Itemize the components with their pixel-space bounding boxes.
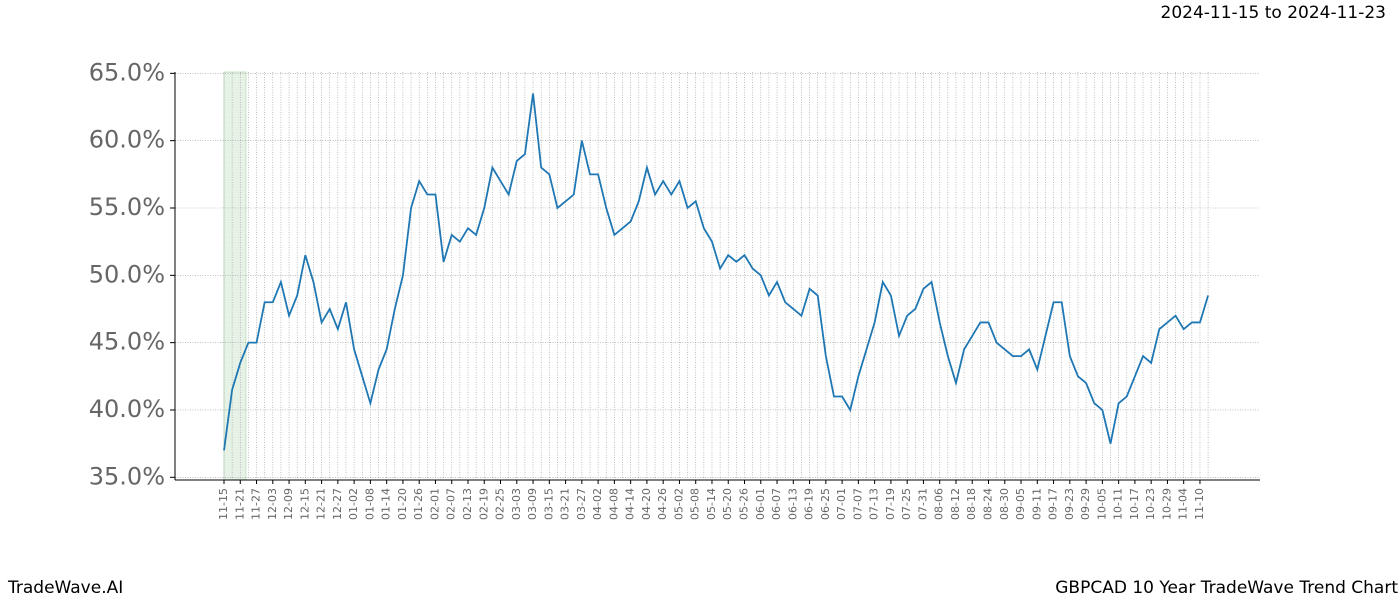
x-tick-label: 03-03 — [510, 488, 523, 520]
x-tick-label: 07-19 — [884, 488, 897, 520]
x-tick-label: 04-08 — [607, 488, 620, 520]
x-tick-label: 05-26 — [738, 488, 751, 520]
x-tick-label: 02-25 — [494, 488, 507, 520]
x-tick-label: 11-21 — [233, 488, 246, 520]
x-tick-label: 10-11 — [1112, 488, 1125, 520]
y-tick-label: 50.0% — [89, 260, 165, 288]
y-tick-label: 55.0% — [89, 193, 165, 221]
x-tick-label: 02-07 — [445, 488, 458, 520]
highlight-span — [223, 71, 247, 481]
brand: TradeWave.AI — [7, 578, 123, 598]
x-tick-label: 07-13 — [868, 488, 881, 520]
x-tick-label: 06-19 — [803, 488, 816, 520]
x-tick-label: 05-14 — [705, 488, 718, 520]
x-tick-label: 08-06 — [933, 488, 946, 520]
x-tick-label: 12-15 — [298, 488, 311, 520]
x-tick-label: 06-01 — [754, 488, 767, 520]
x-tick-label: 03-27 — [575, 488, 588, 520]
x-tick-label: 10-29 — [1160, 488, 1173, 520]
x-tick-label: 04-26 — [656, 488, 669, 520]
x-tick-label: 11-04 — [1177, 488, 1190, 520]
x-tick-label: 01-20 — [396, 488, 409, 520]
y-tick-label: 35.0% — [89, 462, 165, 490]
x-tick-label: 10-05 — [1095, 488, 1108, 520]
x-tick-label: 01-02 — [347, 488, 360, 520]
x-tick-label: 01-08 — [363, 488, 376, 520]
x-tick-label: 08-24 — [982, 488, 995, 520]
x-tick-label: 01-26 — [412, 488, 425, 520]
chart-title: GBPCAD 10 Year TradeWave Trend Chart — [1055, 578, 1398, 598]
x-tick-label: 07-07 — [851, 488, 864, 520]
y-tick-label: 45.0% — [89, 328, 165, 356]
x-tick-label: 11-10 — [1193, 488, 1206, 520]
x-tick-label: 07-01 — [835, 488, 848, 520]
date-range: 2024-11-15 to 2024-11-23 — [1161, 3, 1386, 23]
x-tick-label: 07-31 — [916, 488, 929, 520]
x-tick-label: 12-27 — [331, 488, 344, 520]
x-tick-label: 02-19 — [477, 488, 490, 520]
series-line — [223, 93, 1209, 451]
x-tick-label: 03-21 — [559, 488, 572, 520]
x-tick-label: 05-08 — [689, 488, 702, 520]
x-tick-label: 03-09 — [526, 488, 539, 520]
x-tick-label: 05-02 — [672, 488, 685, 520]
x-tick-label: 02-13 — [461, 488, 474, 520]
x-tick-label: 06-13 — [786, 488, 799, 520]
x-tick-label: 04-14 — [624, 488, 637, 520]
y-tick-label: 65.0% — [89, 58, 165, 86]
x-tick-label: 12-03 — [266, 488, 279, 520]
x-tick-label: 11-15 — [217, 488, 230, 520]
x-tick-label: 04-02 — [591, 488, 604, 520]
x-tick-label: 06-25 — [819, 488, 832, 520]
x-tick-label: 09-11 — [1030, 488, 1043, 520]
x-tick-label: 08-12 — [949, 488, 962, 520]
x-tick-label: 04-20 — [640, 488, 653, 520]
x-tick-label: 08-30 — [998, 488, 1011, 520]
x-tick-label: 07-25 — [900, 488, 913, 520]
x-tick-label: 09-17 — [1047, 488, 1060, 520]
x-tick-label: 02-01 — [428, 488, 441, 520]
x-tick-label: 10-23 — [1144, 488, 1157, 520]
x-tick-label: 09-05 — [1014, 488, 1027, 520]
x-tick-label: 06-07 — [770, 488, 783, 520]
x-tick-label: 12-21 — [315, 488, 328, 520]
x-tick-label: 09-23 — [1063, 488, 1076, 520]
x-tick-label: 01-14 — [380, 488, 393, 520]
x-tick-label: 05-20 — [721, 488, 734, 520]
x-tick-label: 09-29 — [1079, 488, 1092, 520]
y-tick-label: 60.0% — [89, 126, 165, 154]
x-tick-label: 08-18 — [965, 488, 978, 520]
x-tick-label: 12-09 — [282, 488, 295, 520]
x-tick-label: 10-17 — [1128, 488, 1141, 520]
x-tick-label: 11-27 — [250, 488, 263, 520]
x-tick-label: 03-15 — [542, 488, 555, 520]
y-tick-label: 40.0% — [89, 395, 165, 423]
